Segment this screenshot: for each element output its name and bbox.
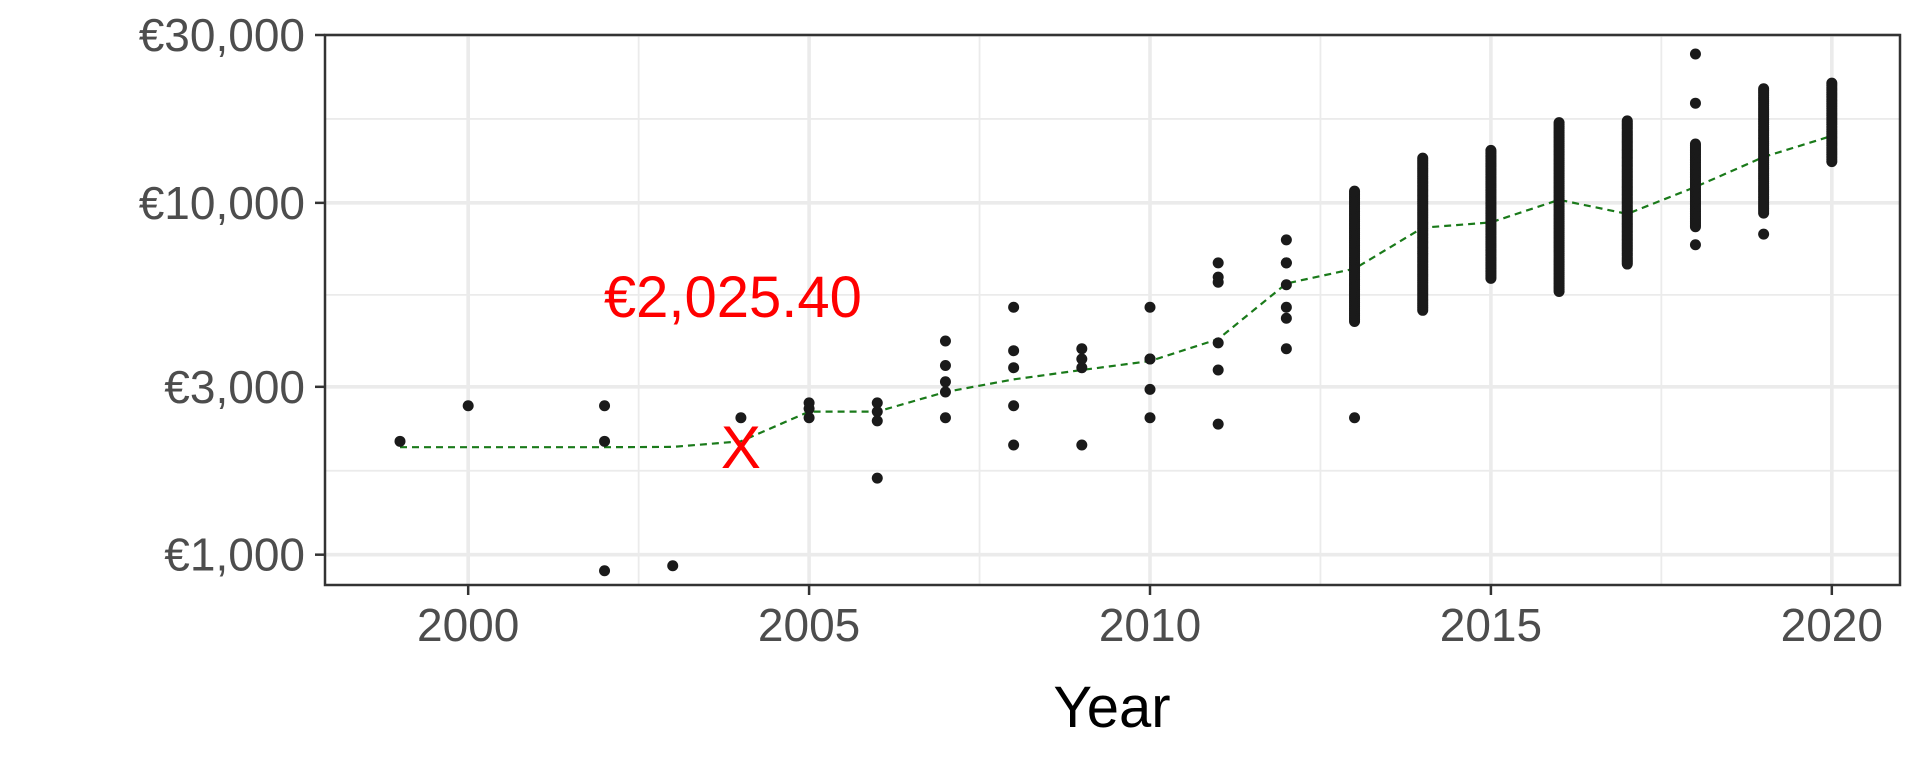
data-point [1008,439,1020,451]
data-point [1758,228,1770,240]
annotation-label: €2,025.40 [604,265,862,330]
data-point [1689,138,1701,150]
x-tick-label: 2005 [758,599,860,651]
data-point [599,435,611,447]
x-tick-label: 2020 [1781,599,1883,651]
data-point [1076,353,1088,365]
data-point [1689,239,1701,251]
x-tick-label: 2015 [1440,599,1542,651]
data-point [1212,364,1224,376]
data-point [939,376,951,388]
annotation-layer: X €2,025.40 [604,265,862,481]
data-point [667,560,679,572]
data-point [462,400,474,412]
data-point [939,412,951,424]
y-tick-label: €3,000 [164,361,305,413]
data-point [1349,185,1361,197]
data-point [1280,312,1292,324]
data-point [1280,279,1292,291]
data-point [1144,301,1156,313]
data-point [803,403,815,415]
data-point [735,412,747,424]
data-point [1008,362,1020,374]
data-point [1758,83,1770,95]
data-point [1212,418,1224,430]
data-point [1280,257,1292,269]
data-point [1349,412,1361,424]
y-tick-label: €30,000 [139,9,305,61]
data-points [394,48,1838,577]
data-point [1417,152,1429,164]
panel-border [323,33,1902,587]
x-axis: 2000 2005 2010 2015 2020 [417,585,1883,651]
y-axis: €1,000 €3,000 €10,000 €30,000 [139,9,325,581]
data-point [1076,439,1088,451]
data-point [1280,234,1292,246]
minor-gridlines [325,35,1900,585]
data-point [1144,412,1156,424]
data-point [1280,301,1292,313]
data-point [803,412,815,424]
data-point [1076,343,1088,355]
data-point [1144,383,1156,395]
y-tick-label: €1,000 [164,529,305,581]
data-point [1689,97,1701,109]
data-point [871,406,883,418]
data-point [1826,77,1838,89]
data-point [939,335,951,347]
panel-background [325,35,1900,585]
x-tick-label: 2000 [417,599,519,651]
data-point [871,415,883,427]
y-tick-label: €10,000 [139,177,305,229]
data-point [1008,400,1020,412]
data-point [1485,144,1497,156]
data-point [939,359,951,371]
data-point [599,400,611,412]
data-point [1553,117,1565,129]
data-point [1280,343,1292,355]
data-point [1008,345,1020,357]
data-point [871,397,883,409]
annotation-marker: X [721,414,761,481]
data-point [1008,301,1020,313]
data-point [939,386,951,398]
data-point [1689,48,1701,60]
x-tick-label: 2010 [1099,599,1201,651]
data-point [1076,362,1088,374]
data-point [1144,353,1156,365]
x-axis-title: Year [1053,675,1170,740]
data-point [599,565,611,577]
data-point [1212,337,1224,349]
data-point [394,435,406,447]
data-point [1621,115,1633,127]
data-point [871,472,883,484]
data-point [1212,257,1224,269]
data-point [1212,276,1224,288]
